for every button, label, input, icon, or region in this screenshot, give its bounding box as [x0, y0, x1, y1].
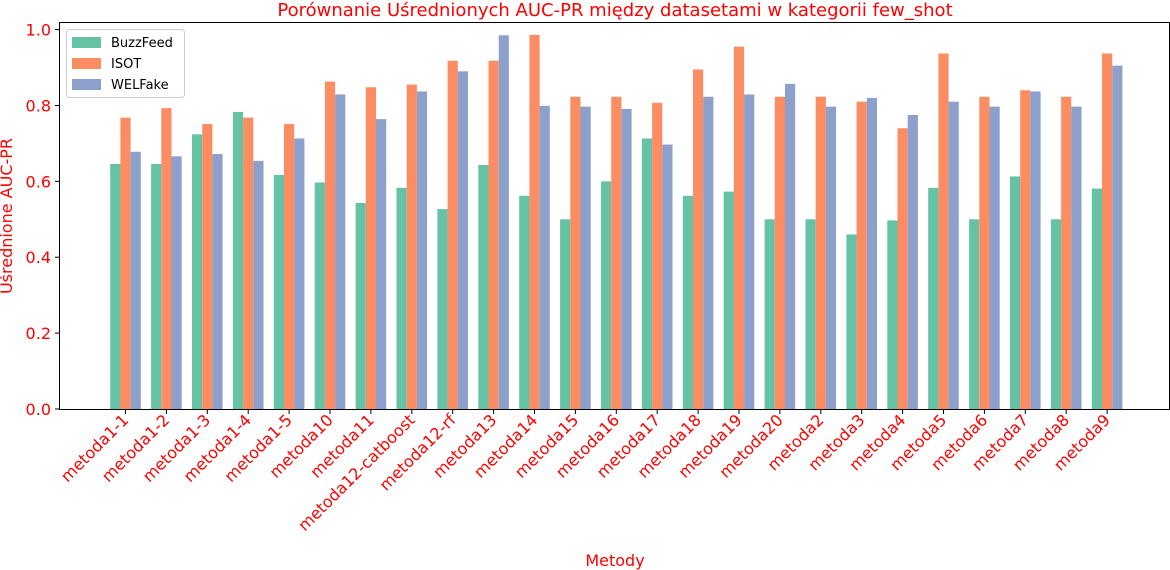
bar-buzzfeed-metoda10 — [314, 182, 325, 409]
bar-welfake-metoda14 — [539, 105, 550, 409]
bar-isot-metoda8 — [1061, 96, 1072, 410]
legend: BuzzFeed ISOT WELFake — [66, 29, 185, 98]
bar-isot-metoda10 — [324, 81, 336, 409]
bar-isot-metoda12-catboost — [406, 84, 417, 409]
legend-swatch-welfake — [72, 79, 101, 90]
bar-welfake-metoda3 — [866, 97, 877, 409]
bar-isot-metoda15 — [570, 96, 581, 410]
bar-isot-metoda3 — [856, 101, 867, 410]
x-axis-ticks: metoda1-1metoda1-2metoda1-3metoda1-4meto… — [57, 409, 1114, 535]
bar-buzzfeed-metoda18 — [682, 195, 693, 409]
bar-isot-metoda16 — [611, 96, 622, 410]
bar-buzzfeed-metoda1-1 — [110, 163, 121, 409]
bar-welfake-metoda1-1 — [130, 151, 141, 409]
bar-buzzfeed-metoda15 — [560, 219, 571, 409]
bar-welfake-metoda15 — [580, 106, 591, 410]
chart-title: Porównanie Uśrednionych AUC-PR między da… — [277, 0, 952, 21]
bar-welfake-metoda18 — [703, 96, 714, 410]
y-tick-label: 0.6 — [26, 172, 51, 191]
bar-isot-metoda2 — [815, 96, 826, 410]
bar-buzzfeed-metoda1-5 — [273, 174, 284, 409]
bar-welfake-metoda1-4 — [253, 160, 264, 409]
bar-isot-metoda5 — [938, 53, 949, 410]
bar-isot-metoda9 — [1102, 53, 1113, 410]
bar-isot-metoda1-1 — [120, 117, 131, 410]
x-axis-label: Metody — [585, 551, 644, 570]
bar-buzzfeed-metoda3 — [846, 234, 857, 409]
bar-welfake-metoda20 — [785, 83, 796, 409]
bar-buzzfeed-metoda1-4 — [232, 111, 244, 410]
bar-isot-metoda13 — [488, 60, 499, 409]
bar-buzzfeed-metoda11 — [355, 202, 366, 409]
bar-isot-metoda18 — [693, 69, 704, 410]
bar-isot-metoda11 — [365, 87, 376, 409]
legend-swatch-buzzfeed — [72, 37, 101, 48]
bar-welfake-metoda13 — [498, 35, 509, 409]
bar-isot-metoda1-4 — [243, 117, 254, 410]
bar-isot-metoda1-5 — [284, 124, 295, 409]
bar-welfake-metoda11 — [376, 119, 387, 409]
bar-welfake-metoda2 — [825, 106, 837, 410]
y-tick-label: 0.0 — [26, 400, 51, 419]
bar-isot-metoda1-3 — [202, 124, 213, 409]
bar-welfake-metoda10 — [335, 94, 346, 409]
bar-welfake-metoda1-2 — [171, 156, 182, 409]
bar-isot-metoda6 — [979, 96, 990, 410]
bar-welfake-metoda1-5 — [294, 138, 305, 410]
y-tick-label: 0.8 — [26, 96, 51, 115]
bar-welfake-metoda1-3 — [212, 154, 223, 409]
bar-isot-metoda17 — [652, 102, 663, 409]
y-tick-label: 0.2 — [26, 324, 51, 343]
bar-buzzfeed-metoda9 — [1091, 188, 1102, 409]
legend-label-welfake: WELFake — [111, 78, 169, 93]
bar-welfake-metoda12-rf — [457, 71, 468, 409]
bar-buzzfeed-metoda5 — [928, 187, 939, 409]
bar-buzzfeed-metoda19 — [723, 191, 734, 409]
bar-buzzfeed-metoda12-rf — [437, 209, 448, 409]
bar-welfake-metoda4 — [907, 114, 918, 410]
bar-buzzfeed-metoda17 — [641, 138, 653, 410]
bar-isot-metoda4 — [897, 128, 908, 410]
bars-group — [110, 34, 1123, 410]
bar-buzzfeed-metoda8 — [1050, 219, 1062, 409]
bar-buzzfeed-metoda12-catboost — [396, 187, 407, 409]
bar-isot-metoda19 — [733, 46, 745, 409]
y-tick-label: 0.4 — [26, 248, 51, 267]
bar-buzzfeed-metoda14 — [519, 195, 530, 409]
bar-welfake-metoda12-catboost — [416, 91, 428, 410]
bar-welfake-metoda16 — [621, 108, 632, 409]
legend-swatch-isot — [72, 58, 101, 69]
legend-label-buzzfeed: BuzzFeed — [111, 36, 173, 51]
bar-buzzfeed-metoda2 — [805, 219, 816, 409]
bar-welfake-metoda8 — [1071, 106, 1082, 410]
bar-welfake-metoda7 — [1030, 91, 1041, 410]
bar-buzzfeed-metoda4 — [887, 220, 898, 409]
bar-isot-metoda14 — [529, 34, 540, 410]
bar-welfake-metoda19 — [744, 94, 755, 409]
bar-isot-metoda20 — [774, 96, 785, 410]
legend-label-isot: ISOT — [111, 57, 141, 72]
y-axis-label: Uśrednione AUC-PR — [0, 138, 16, 294]
y-axis-ticks: 0.0 0.2 0.4 0.6 0.8 1.0 — [26, 21, 60, 419]
bar-welfake-metoda17 — [662, 144, 673, 410]
bar-buzzfeed-metoda7 — [1010, 176, 1021, 409]
bar-buzzfeed-metoda1-3 — [192, 134, 203, 409]
bar-buzzfeed-metoda13 — [478, 165, 489, 409]
bar-isot-metoda12-rf — [447, 60, 458, 409]
bar-buzzfeed-metoda6 — [969, 219, 980, 409]
bar-isot-metoda1-2 — [161, 108, 172, 409]
y-tick-label: 1.0 — [26, 21, 51, 40]
bar-buzzfeed-metoda16 — [601, 181, 612, 409]
bar-buzzfeed-metoda20 — [764, 219, 775, 409]
bar-isot-metoda7 — [1020, 90, 1031, 409]
bar-welfake-metoda9 — [1112, 65, 1123, 409]
bar-welfake-metoda5 — [948, 101, 959, 410]
bar-welfake-metoda6 — [989, 106, 1000, 410]
bar-buzzfeed-metoda1-2 — [151, 163, 162, 409]
